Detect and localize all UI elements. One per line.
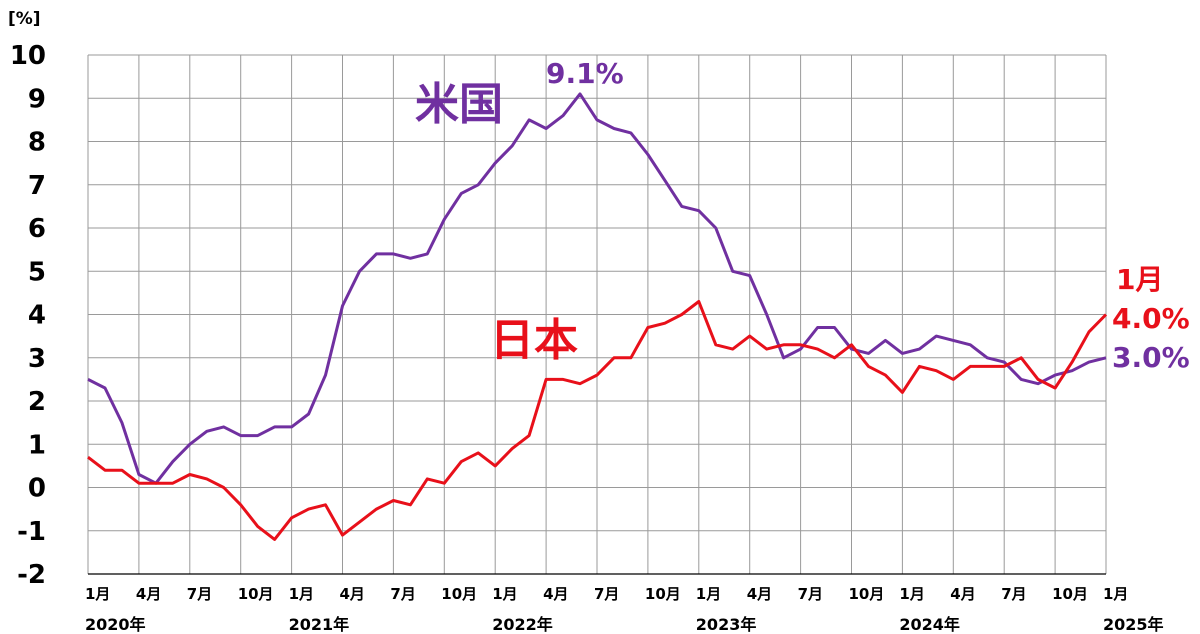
y-tick-label: 7 [28, 171, 46, 201]
us-peak-label: 9.1% [546, 57, 624, 90]
grid [87, 54, 1107, 575]
x-tick-label: 10月 [238, 585, 274, 603]
x-tick-label: 1月 [899, 585, 924, 603]
y-tick-label: 5 [28, 257, 46, 287]
year-label: 2020年 [85, 615, 146, 634]
y-tick-label: 8 [28, 128, 46, 158]
x-tick-label: 4月 [950, 585, 975, 603]
y-tick-label: 2 [28, 387, 46, 417]
x-tick-label: 10月 [645, 585, 681, 603]
x-tick-label: 7月 [187, 585, 212, 603]
year-label: 2025年 [1103, 615, 1164, 634]
x-tick-label: 4月 [747, 585, 772, 603]
x-tick-label: 1月 [1103, 585, 1128, 603]
x-tick-label: 10月 [441, 585, 477, 603]
y-tick-label: -1 [17, 517, 46, 547]
year-label: 2021年 [289, 615, 350, 634]
y-tick-label: 1 [28, 430, 46, 460]
x-tick-label: 4月 [340, 585, 365, 603]
x-tick-label: 1月 [289, 585, 314, 603]
y-tick-label: -2 [17, 560, 46, 590]
year-labels: 2020年 2021年 2022年 2023年 2024年 2025年 [85, 615, 1164, 634]
x-tick-label: 4月 [543, 585, 568, 603]
japan-last-value-label: 4.0% [1112, 302, 1190, 335]
series-lines [87, 92, 1108, 541]
us-last-value-label: 3.0% [1112, 341, 1190, 374]
series-line-japan [87, 300, 1108, 541]
series-name-japan: 日本 [490, 315, 578, 366]
x-tick-label: 10月 [1052, 585, 1088, 603]
year-label: 2023年 [696, 615, 757, 634]
y-tick-label: 4 [28, 301, 46, 331]
y-tick-label: 0 [28, 474, 46, 504]
unit-label: [%] [8, 9, 41, 29]
x-axis-ticks: 1月 4月 7月 10月 1月 4月 7月 10月 1月 4月 7月 10月 1月 4月 7月 10月 1月 4月… [85, 585, 1128, 603]
x-tick-label: 4月 [136, 585, 161, 603]
series-name-us: 米国 [415, 79, 503, 130]
x-tick-label: 7月 [1001, 585, 1026, 603]
y-tick-label: 10 [10, 41, 46, 71]
y-tick-label: 9 [28, 84, 46, 114]
japan-last-month-label: 1月 [1116, 263, 1163, 296]
series-line-us [87, 92, 1107, 485]
x-tick-label: 7月 [798, 585, 823, 603]
year-label: 2022年 [492, 615, 553, 634]
x-tick-label: 1月 [85, 585, 110, 603]
y-tick-label: 3 [28, 344, 46, 374]
x-tick-label: 7月 [390, 585, 415, 603]
x-tick-label: 1月 [696, 585, 721, 603]
year-label: 2024年 [899, 615, 960, 634]
x-tick-label: 10月 [849, 585, 885, 603]
x-tick-label: 1月 [492, 585, 517, 603]
y-tick-label: 6 [28, 214, 46, 244]
x-tick-label: 7月 [594, 585, 619, 603]
